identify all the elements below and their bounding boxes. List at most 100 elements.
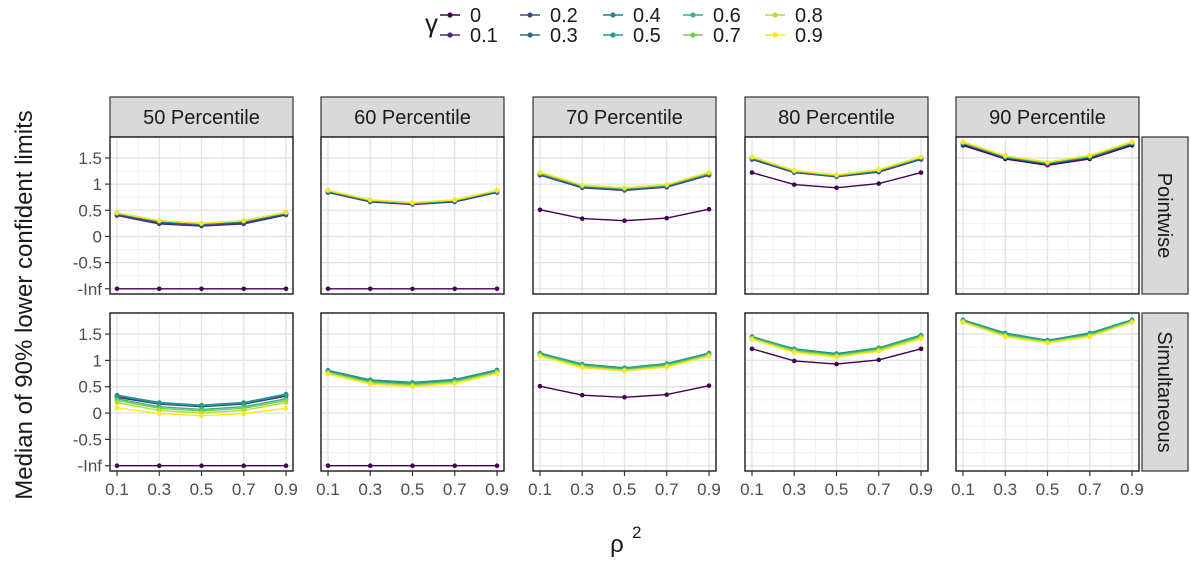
data-point: [1129, 139, 1135, 145]
panel-border: [744, 136, 929, 295]
data-point: [325, 286, 331, 292]
y-tick-label: -Inf: [77, 280, 102, 299]
facet-panel: -Inf -0.5 0 0.5 1 1.5: [73, 136, 294, 299]
y-tick-label: -0.5: [73, 430, 102, 449]
x-tick-label: 0.7: [867, 480, 891, 499]
series-0.5: [114, 392, 289, 408]
x-tick-label: 0.9: [697, 480, 721, 499]
legend-label: 0.5: [633, 25, 661, 47]
x-tick-label: 0.1: [951, 480, 975, 499]
strip-background: [1141, 312, 1189, 472]
data-point: [1087, 153, 1093, 158]
data-point: [283, 463, 289, 469]
data-point: [199, 413, 204, 419]
data-point: [579, 392, 585, 398]
data-point: [622, 185, 627, 191]
data-point: [156, 408, 162, 413]
data-point: [114, 210, 120, 216]
legend-label: 0.4: [633, 5, 661, 27]
x-tick-label: 0.7: [443, 480, 467, 499]
legend-label: 0.9: [795, 25, 823, 47]
data-point: [114, 400, 120, 405]
data-point: [325, 188, 331, 193]
x-tick-label: 0.7: [232, 480, 256, 499]
data-point: [199, 463, 204, 469]
data-point: [156, 218, 162, 224]
data-point: [706, 169, 712, 175]
data-point: [664, 182, 670, 187]
series-0.9: [537, 353, 712, 374]
x-tick-label: 0.1: [528, 480, 552, 499]
data-point: [834, 361, 839, 367]
series-0: [537, 206, 712, 224]
data-point: [664, 364, 670, 370]
data-point: [367, 286, 373, 292]
data-point: [579, 182, 585, 188]
legend-key-point: [772, 32, 778, 38]
strip-label: 80 Percentile: [778, 107, 895, 129]
data-point: [791, 168, 797, 173]
data-point: [367, 381, 373, 387]
x-tick-label: 0.3: [358, 480, 382, 499]
facet-strip-column: 60 Percentile: [320, 96, 505, 138]
y-tick-label: 0: [93, 227, 102, 246]
data-point: [114, 393, 120, 398]
data-point: [114, 463, 120, 469]
data-point: [537, 353, 543, 359]
data-point: [494, 371, 500, 376]
legend-key-point: [527, 32, 533, 38]
data-point: [241, 218, 247, 224]
y-axis-title-group: Median of 90% lower confident limits: [11, 110, 38, 500]
data-point: [918, 154, 924, 160]
facet-panel: [532, 136, 717, 295]
legend-item-0.6: 0.6: [683, 5, 741, 27]
strip-label: Pointwise: [1153, 173, 1175, 259]
data-point: [876, 357, 882, 363]
data-point: [1045, 340, 1050, 346]
data-point: [410, 286, 415, 292]
series-0.9: [325, 188, 500, 205]
y-tick-label: 0.5: [78, 378, 102, 397]
data-point: [834, 172, 839, 177]
data-point: [325, 371, 331, 377]
legend-label: 0.6: [713, 5, 741, 27]
series-0: [537, 383, 712, 400]
x-tick-label: 0.9: [909, 480, 933, 499]
y-axis-title: Median of 90% lower confident limits: [11, 110, 38, 500]
data-point: [876, 167, 882, 172]
legend-item-0.5: 0.5: [603, 25, 661, 47]
facet-strip-column: 80 Percentile: [744, 96, 929, 138]
x-axis-title-group: ρ 2: [610, 523, 641, 558]
x-tick-label: 0.3: [570, 480, 594, 499]
strip-label: 90 Percentile: [989, 107, 1106, 129]
y-tick-label: 1: [93, 351, 102, 370]
data-point: [494, 286, 500, 292]
x-tick-label: 0.9: [274, 480, 298, 499]
data-point: [241, 463, 247, 469]
strip-label: 60 Percentile: [354, 107, 471, 129]
series-0: [325, 286, 500, 292]
data-point: [114, 286, 120, 292]
legend-key-point: [447, 12, 453, 18]
x-tick-label: 0.5: [1036, 480, 1060, 499]
legend-item-0.8: 0.8: [765, 5, 823, 27]
data-point: [156, 463, 162, 469]
data-point: [791, 350, 797, 355]
x-tick-label: 0.3: [993, 480, 1017, 499]
legend-item-0.9: 0.9: [765, 25, 823, 47]
facet-panel: [320, 136, 505, 295]
data-point: [241, 400, 247, 406]
y-tick-label: 1: [93, 175, 102, 194]
legend-key-point: [772, 12, 778, 18]
y-tick-label: 1.5: [78, 149, 102, 168]
x-tick-label: 0.9: [485, 480, 509, 499]
legend-item-0.3: 0.3: [520, 25, 578, 47]
data-point: [834, 185, 839, 191]
data-point: [579, 216, 585, 221]
panel-border: [532, 136, 717, 295]
strip-background: [1141, 136, 1189, 295]
y-tick-label: 1.5: [78, 325, 102, 344]
series-0: [114, 463, 289, 469]
data-point: [410, 384, 415, 390]
